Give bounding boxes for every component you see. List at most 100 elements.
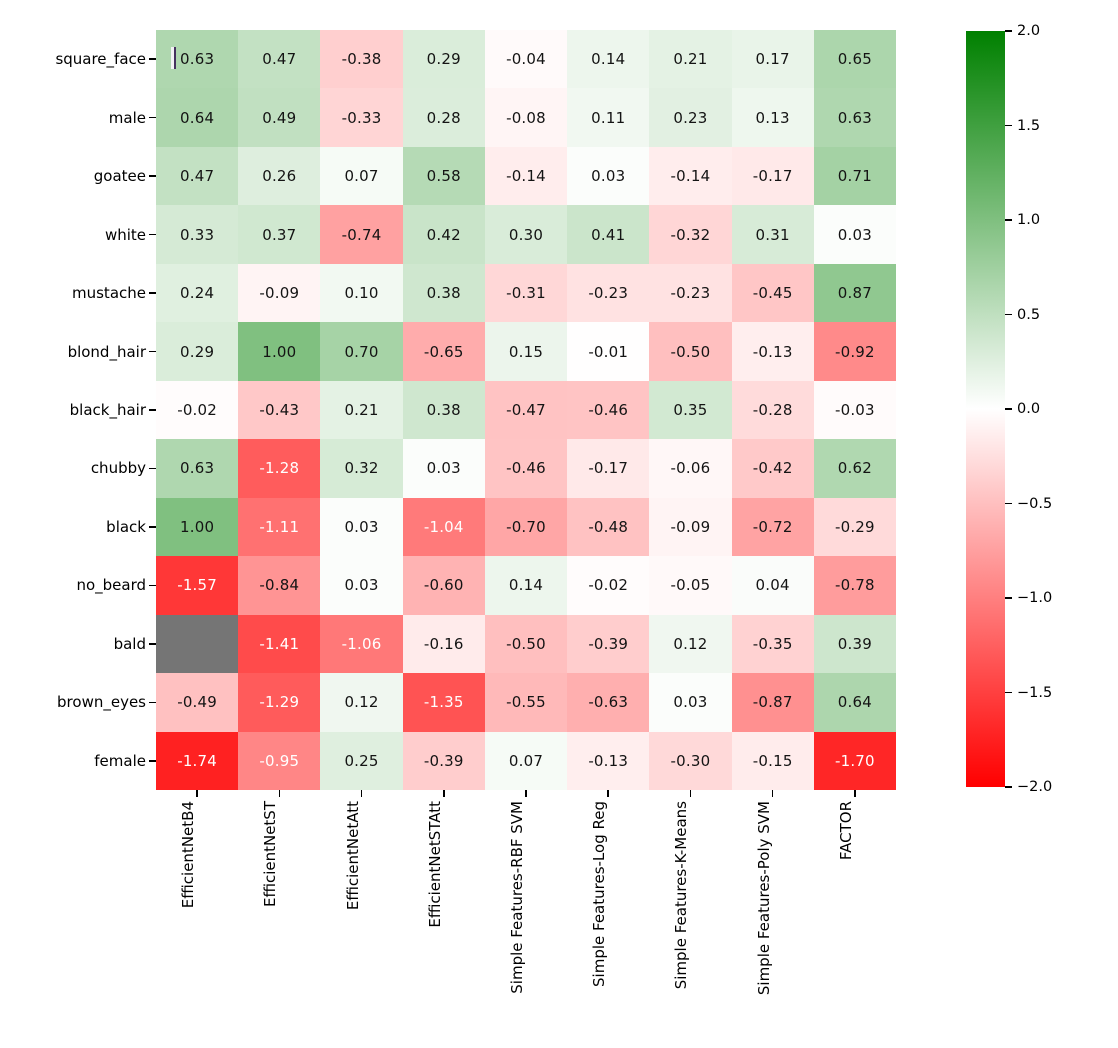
colorbar-gradient (966, 31, 1005, 787)
heatmap-cell: -0.31 (484, 263, 568, 323)
heatmap-cell: -0.45 (731, 263, 814, 323)
heatmap-cell: -0.47 (484, 380, 568, 440)
heatmap-cell: -0.46 (567, 380, 650, 440)
heatmap-cell: -0.15 (731, 731, 814, 790)
heatmap-cell: 0.64 (156, 88, 239, 147)
heatmap-cell: 0.23 (649, 88, 732, 147)
colorbar-tick-mark (1005, 124, 1012, 127)
heatmap-cell: 0.29 (402, 30, 485, 89)
heatmap-cell: -0.33 (320, 88, 403, 147)
heatmap-cell: 0.42 (402, 205, 485, 264)
colorbar-tick-label: −2.0 (1017, 779, 1053, 795)
y-tick-mark (149, 643, 156, 645)
x-tick-mark (278, 790, 281, 797)
heatmap-cell: 0.38 (402, 380, 485, 440)
heatmap-cell: 0.32 (320, 439, 403, 498)
heatmap-cell: -0.06 (649, 439, 732, 498)
y-tick-label-white: white (104, 225, 146, 244)
x-tick-mark (771, 790, 774, 797)
heatmap-cell: 0.24 (156, 263, 239, 323)
heatmap-cell: 0.07 (484, 731, 568, 790)
colorbar-tick-label: 1.5 (1017, 117, 1041, 134)
heatmap-cell: 0.47 (238, 30, 321, 89)
heatmap-cell: 1.00 (156, 497, 239, 557)
y-tick-label-chubby: chubby (90, 459, 146, 478)
heatmap-cell: 0.21 (320, 380, 403, 440)
text-cursor-artifact (171, 47, 176, 69)
heatmap-cell: 0.25 (320, 731, 403, 790)
heatmap-cell: 0.63 (156, 439, 239, 498)
heatmap-cell: 0.12 (320, 673, 403, 732)
heatmap-cell: -0.55 (484, 673, 568, 732)
heatmap-cell: 0.63 (156, 30, 239, 89)
x-tick-mark (442, 790, 445, 797)
heatmap-cell: 0.10 (320, 263, 403, 323)
heatmap-cell: -0.39 (567, 614, 650, 674)
heatmap-cell: 0.58 (402, 146, 485, 206)
heatmap-cell: 0.12 (649, 614, 732, 674)
heatmap-cell: -0.08 (484, 88, 568, 147)
heatmap-cell: 0.37 (238, 205, 321, 264)
heatmap-cell: 0.11 (567, 88, 650, 147)
heatmap-cell: 0.39 (813, 614, 896, 674)
heatmap-cell: -0.23 (567, 263, 650, 323)
y-tick-label-mustache: mustache (72, 284, 146, 303)
heatmap-cell: 0.35 (649, 380, 732, 440)
x-tick-label-FACTOR: FACTOR (836, 801, 855, 861)
heatmap-cell: 0.03 (813, 205, 896, 264)
heatmap-cell: -0.35 (731, 614, 814, 674)
heatmap-cell: -0.01 (567, 322, 650, 381)
heatmap-cell: 0.41 (567, 205, 650, 264)
heatmap-cell: 0.30 (484, 205, 568, 264)
y-tick-mark (149, 116, 156, 119)
y-tick-mark (149, 233, 156, 236)
heatmap-cell: -0.87 (731, 673, 814, 732)
heatmap-cell: -0.17 (567, 439, 650, 498)
text-cursor-bar (174, 47, 176, 69)
y-tick-mark (149, 350, 156, 353)
y-tick-mark (149, 58, 156, 61)
heatmap-cell: -0.30 (649, 731, 732, 790)
colorbar-tick-label: −1.5 (1017, 684, 1053, 701)
heatmap-cell: 0.07 (320, 146, 403, 206)
heatmap-cell: 0.71 (813, 146, 896, 206)
heatmap-cell: 0.64 (813, 673, 896, 732)
y-tick-mark (149, 292, 156, 294)
colorbar-tick-mark (1005, 219, 1012, 221)
y-tick-label-goatee: goatee (93, 167, 146, 186)
x-tick-mark (607, 790, 610, 797)
heatmap-cell: 0.38 (402, 263, 485, 323)
heatmap-cell: -0.48 (567, 497, 650, 557)
heatmap-cell: -1.41 (238, 614, 321, 674)
heatmap-cell: -0.78 (813, 556, 896, 615)
heatmap-cell: 0.15 (484, 322, 568, 381)
y-tick-mark (149, 175, 156, 177)
heatmap-cell: -0.13 (567, 731, 650, 790)
colorbar-tick-mark (1005, 30, 1012, 32)
heatmap-cell: 0.62 (813, 439, 896, 498)
heatmap-cell: 0.70 (320, 322, 403, 381)
heatmap-cell: -0.63 (567, 673, 650, 732)
heatmap-cell: 0.65 (813, 30, 896, 89)
y-tick-mark (149, 701, 156, 704)
heatmap-cell: -1.35 (402, 673, 485, 732)
x-tick-mark (525, 790, 527, 797)
colorbar-tick-label: 1.0 (1017, 212, 1041, 228)
heatmap-cell: -1.11 (238, 497, 321, 557)
heatmap-cell: -0.05 (649, 556, 732, 615)
heatmap-cell: -0.60 (402, 556, 485, 615)
text-cursor-highlight (171, 47, 174, 69)
heatmap-cell: -0.32 (649, 205, 732, 264)
heatmap-cell: -0.38 (320, 30, 403, 89)
heatmap-cell: 0.63 (813, 88, 896, 147)
heatmap-cell: 0.33 (156, 205, 239, 264)
heatmap-cell: -0.50 (649, 322, 732, 381)
heatmap-cell: -0.14 (484, 146, 568, 206)
heatmap-cell: 0.31 (731, 205, 814, 264)
heatmap-cell: 0.03 (402, 439, 485, 498)
heatmap-cell: 0.14 (484, 556, 568, 615)
y-tick-mark (149, 526, 156, 528)
heatmap-cell: -1.74 (156, 731, 239, 790)
y-tick-mark (149, 467, 156, 470)
y-tick-mark (149, 584, 156, 587)
